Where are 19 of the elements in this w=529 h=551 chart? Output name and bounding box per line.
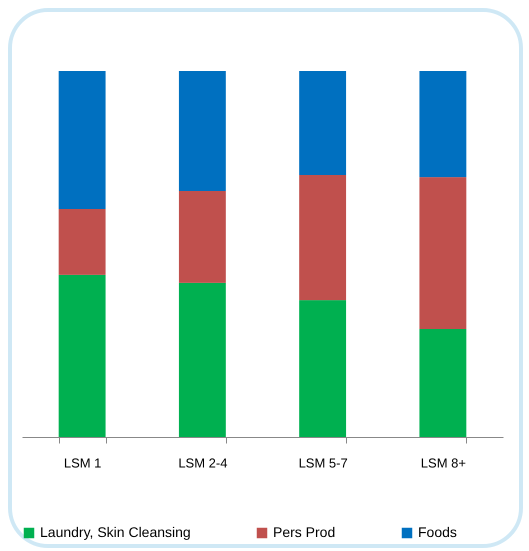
x-tick-label: LSM 1 (64, 456, 102, 470)
bar (299, 71, 346, 175)
x-tick-label: LSM 5-7 (298, 456, 348, 470)
bar (299, 174, 346, 300)
bar (178, 282, 226, 437)
legend-label: Foods (418, 524, 457, 540)
legend-label: Pers Prod (273, 524, 336, 540)
x-tick-label: LSM 2-4 (178, 456, 228, 470)
bar (58, 71, 106, 209)
x-tick-label: LSM 8+ (420, 456, 466, 470)
legend-label: Laundry, Skin Cleansing (40, 524, 191, 540)
bar (419, 71, 466, 178)
bar (178, 71, 226, 192)
bar (299, 300, 346, 437)
bar (419, 329, 466, 437)
bar (419, 177, 466, 330)
bar (58, 274, 106, 437)
bar (178, 191, 226, 283)
bar (58, 208, 106, 275)
